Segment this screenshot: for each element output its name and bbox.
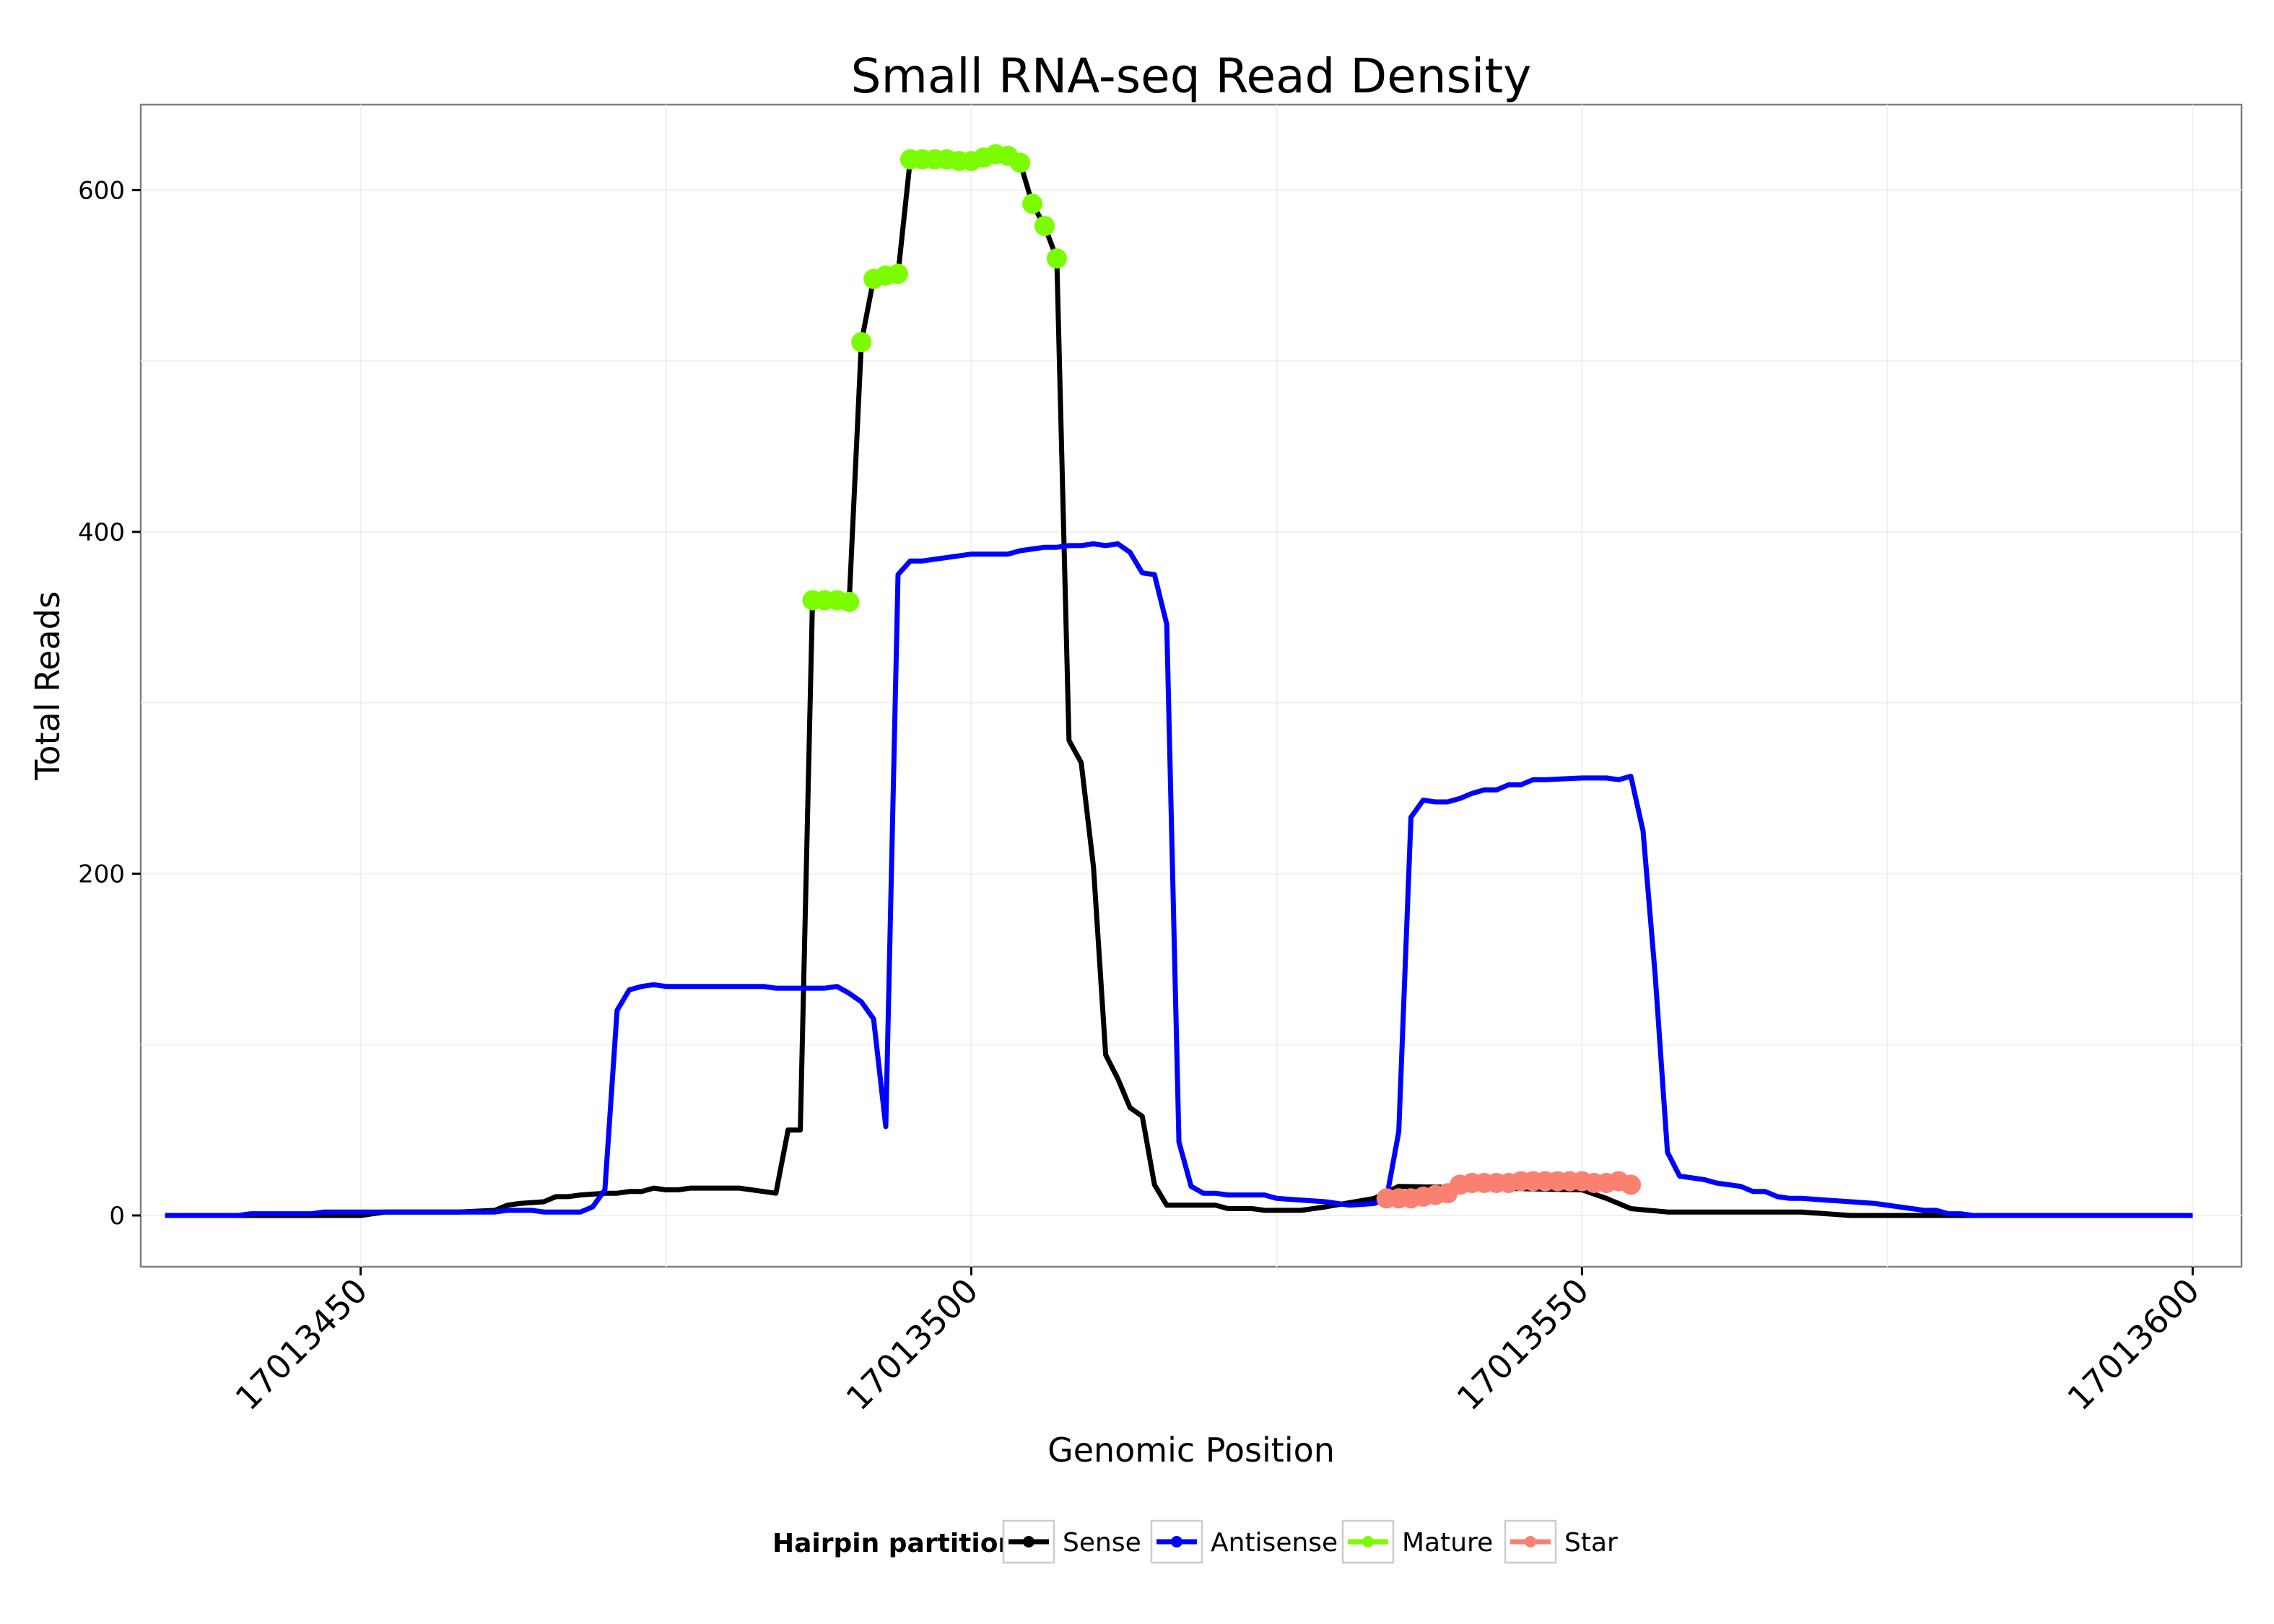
legend-label-mature: Mature [1402,1528,1493,1558]
legend-item-sense: Sense [1002,1519,1141,1564]
mature-point [839,592,860,612]
x-axis-title: Genomic Position [1047,1431,1335,1470]
star-point [1621,1174,1642,1195]
mature-point [1046,248,1067,269]
legend: Hairpin partition Sense Antisense Mature St… [772,1519,1618,1564]
y-tick-label: 0 [109,1202,125,1231]
legend-item-star: Star [1504,1519,1618,1564]
legend-title: Hairpin partition [772,1529,1016,1558]
legend-item-mature: Mature [1341,1519,1493,1564]
y-tick-label: 400 [78,518,125,547]
x-tick-label: 17013550 [1449,1271,1596,1418]
legend-label-star: Star [1564,1528,1618,1558]
x-axis: 17013450 17013500 17013550 17013600 [228,1267,2207,1418]
y-tick-label: 200 [78,860,125,889]
plot-panel-background [139,103,2243,1268]
mature-point [1034,216,1055,237]
legend-label-sense: Sense [1063,1528,1141,1558]
legend-label-antisense: Antisense [1211,1528,1338,1558]
y-tick-label: 600 [78,176,125,205]
legend-item-antisense: Antisense [1150,1519,1338,1564]
series-points [802,144,1642,1209]
mature-point [1010,152,1031,173]
mature-point [888,263,908,284]
plot-panel [139,103,2243,1268]
mature-point [1022,193,1043,214]
y-axis-title: Total Reads [28,591,67,781]
x-tick-label: 17013500 [838,1271,985,1418]
chart-title: Small RNA-seq Read Density [851,48,1532,104]
legend-key-point-antisense [1171,1536,1182,1547]
x-tick-label: 17013450 [228,1271,375,1418]
mature-point [851,332,872,353]
grid-lines [141,105,2242,1267]
legend-key-point-sense [1023,1536,1034,1547]
antisense-line [165,541,2193,1218]
legend-key-point-star [1525,1536,1536,1547]
legend-key-point-mature [1362,1536,1374,1547]
y-axis: 0 200 400 600 [78,176,141,1231]
x-tick-label: 17013600 [2060,1271,2207,1418]
